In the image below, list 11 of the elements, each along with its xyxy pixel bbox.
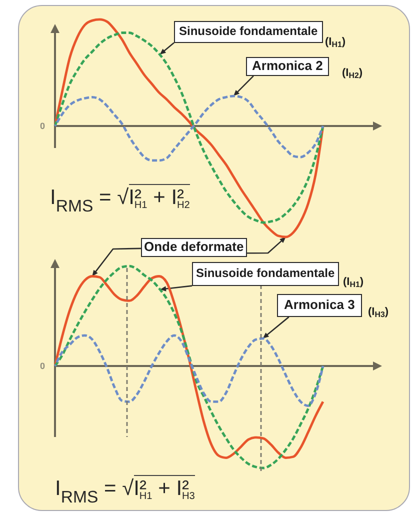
text: Armonica 2: [246, 57, 329, 76]
annotation: (I$_{H1}$): [325, 36, 346, 50]
series-label: Onde deformate: [141, 238, 247, 257]
text: (I$_{H1}$): [343, 276, 364, 290]
annotation: Sinusoide fondamentale: [192, 262, 339, 286]
text: Armonica 3: [277, 294, 362, 317]
text: 0: [40, 360, 45, 372]
text: Sinusoide fondamentale: [174, 21, 323, 43]
text: (I$_{H2}$): [342, 67, 363, 80]
text: 0: [40, 120, 45, 132]
text: (I$_{H3}$): [368, 306, 389, 320]
